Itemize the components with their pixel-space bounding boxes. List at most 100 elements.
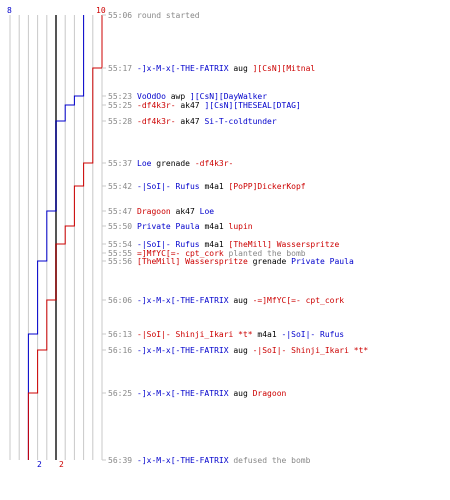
player-name: -df4k3r-	[137, 101, 176, 110]
player-name: -|SoI|- Rufus	[137, 240, 200, 249]
event-action: aug	[229, 389, 253, 398]
event-action: ak47	[176, 117, 205, 126]
player-name: -|SoI|- Shinji_Ikari *t*	[137, 330, 253, 339]
event-row: 56:39 -]x-M-x[-THE-FATRIX defused the bom…	[102, 456, 311, 465]
event-text: round started	[137, 11, 200, 20]
event-row: 56:13 -|SoI|- Shinji_Ikari *t* m4a1 -|SoI…	[102, 330, 344, 339]
event-text: -]x-M-x[-THE-FATRIX aug -=]MfYC[=- cpt_c…	[137, 296, 344, 305]
player-name: -]x-M-x[-THE-FATRIX	[137, 346, 229, 355]
event-action: aug	[229, 346, 253, 355]
player-name: -]x-M-x[-THE-FATRIX	[137, 456, 229, 465]
player-name: -]x-M-x[-THE-FATRIX	[137, 64, 229, 73]
event-action: aug	[229, 64, 253, 73]
player-name: [TheMill] Wasserspritze	[137, 257, 248, 266]
event-row: 55:06 round started	[102, 11, 200, 20]
event-action: ak47	[171, 207, 200, 216]
team1-start-count: 8	[7, 6, 12, 15]
event-time: 55:55	[108, 249, 132, 258]
player-name: =]MfYC[=- cpt_cork	[137, 249, 224, 258]
player-name: -]x-M-x[-THE-FATRIX	[137, 389, 229, 398]
player-name: -=]MfYC[=- cpt_cork	[253, 296, 345, 305]
event-list: 55:06 round started 55:17 -]x-M-x[-THE-FATR…	[102, 11, 368, 465]
event-row: 56:25 -]x-M-x[-THE-FATRIX aug Dragoon	[102, 389, 287, 398]
event-action: grenade	[151, 159, 194, 168]
event-note: round started	[137, 11, 200, 20]
event-row: 55:42 -|SoI|- Rufus m4a1 [PoPP]DickerKopf	[102, 182, 306, 191]
player-name: ][CsN][THESEAL[DTAG]	[204, 101, 300, 110]
event-text: -|SoI|- Rufus m4a1 [TheMill] Wassersprit…	[137, 240, 339, 249]
event-time: 55:37	[108, 159, 132, 168]
event-note: defused the bomb	[229, 456, 311, 465]
event-text: -]x-M-x[-THE-FATRIX aug -|SoI|- Shinji_I…	[137, 346, 368, 355]
team2-start-count: 10	[96, 6, 106, 15]
event-row: 55:55 =]MfYC[=- cpt_cork planted the bomb	[102, 249, 306, 258]
player-name: VoOdOo	[137, 92, 166, 101]
event-text: -|SoI|- Shinji_Ikari *t* m4a1 -|SoI|- Ru…	[137, 330, 344, 339]
event-row: 55:56 [TheMill] Wasserspritze grenade Pri…	[102, 257, 354, 266]
player-name: Loe	[137, 159, 152, 168]
event-time: 55:56	[108, 257, 132, 266]
event-time: 55:42	[108, 182, 132, 191]
event-row: 55:47 Dragoon ak47 Loe	[102, 207, 214, 216]
team2-alive-line	[27, 15, 103, 460]
event-text: Private Paula m4a1 lupin	[137, 222, 253, 231]
player-name: -|SoI|- Shinji_Ikari *t*	[253, 346, 369, 355]
event-text: [TheMill] Wasserspritze grenade Private …	[137, 257, 354, 266]
event-time: 55:47	[108, 207, 132, 216]
event-action: m4a1	[200, 222, 229, 231]
player-name: Private Paula	[137, 222, 200, 231]
player-name: ][CsN][Mitnal	[253, 64, 316, 73]
event-time: 56:39	[108, 456, 132, 465]
event-text: -]x-M-x[-THE-FATRIX defused the bomb	[137, 456, 311, 465]
event-row: 55:23 VoOdOo awp ][CsN][DayWalker	[102, 92, 267, 101]
event-text: -df4k3r- ak47 Si-T-coldtunder	[137, 117, 277, 126]
event-action: aug	[229, 296, 253, 305]
team2-end-count: 2	[59, 460, 64, 469]
timeline-grid	[9, 15, 103, 460]
event-time: 55:28	[108, 117, 132, 126]
event-row: 55:54 -|SoI|- Rufus m4a1 [TheMill] Wasser…	[102, 240, 339, 249]
event-time: 55:54	[108, 240, 132, 249]
event-row: 55:17 -]x-M-x[-THE-FATRIX aug ][CsN][Mitn…	[102, 64, 315, 73]
event-row: 56:16 -]x-M-x[-THE-FATRIX aug -|SoI|- Shi…	[102, 346, 368, 355]
event-note: planted the bomb	[224, 249, 306, 258]
player-name: -df4k3r-	[195, 159, 234, 168]
player-name: Si-T-coldtunder	[204, 117, 276, 126]
event-row: 55:37 Loe grenade -df4k3r-	[102, 159, 233, 168]
player-name: Dragoon	[253, 389, 287, 398]
event-row: 56:06 -]x-M-x[-THE-FATRIX aug -=]MfYC[=- …	[102, 296, 344, 305]
player-name: -df4k3r-	[137, 117, 176, 126]
event-time: 55:50	[108, 222, 132, 231]
event-action: ak47	[176, 101, 205, 110]
player-name: Dragoon	[137, 207, 171, 216]
event-time: 55:06	[108, 11, 132, 20]
event-time: 55:25	[108, 101, 132, 110]
event-action: awp	[166, 92, 190, 101]
player-name: lupin	[229, 222, 253, 231]
team1-alive-line	[27, 15, 85, 460]
event-action: grenade	[248, 257, 291, 266]
event-time: 56:25	[108, 389, 132, 398]
event-action: m4a1	[200, 240, 229, 249]
event-time: 56:13	[108, 330, 132, 339]
event-text: -]x-M-x[-THE-FATRIX aug ][CsN][Mitnal	[137, 64, 315, 73]
event-row: 55:25 -df4k3r- ak47 ][CsN][THESEAL[DTAG]	[102, 101, 301, 110]
event-text: -|SoI|- Rufus m4a1 [PoPP]DickerKopf	[137, 182, 306, 191]
event-action: m4a1	[200, 182, 229, 191]
event-text: Dragoon ak47 Loe	[137, 207, 214, 216]
player-name: [PoPP]DickerKopf	[229, 182, 306, 191]
team1-end-count: 2	[37, 460, 42, 469]
event-row: 55:50 Private Paula m4a1 lupin	[102, 222, 253, 231]
event-time: 56:06	[108, 296, 132, 305]
event-time: 55:23	[108, 92, 132, 101]
player-name: Loe	[200, 207, 215, 216]
event-text: =]MfYC[=- cpt_cork planted the bomb	[137, 249, 306, 258]
event-text: Loe grenade -df4k3r-	[137, 159, 233, 168]
player-name: Private Paula	[291, 257, 354, 266]
event-text: -df4k3r- ak47 ][CsN][THESEAL[DTAG]	[137, 101, 301, 110]
event-time: 55:17	[108, 64, 132, 73]
event-row: 55:28 -df4k3r- ak47 Si-T-coldtunder	[102, 117, 277, 126]
player-name: [TheMill] Wasserspritze	[229, 240, 340, 249]
event-text: VoOdOo awp ][CsN][DayWalker	[137, 92, 267, 101]
player-name: ][CsN][DayWalker	[190, 92, 267, 101]
